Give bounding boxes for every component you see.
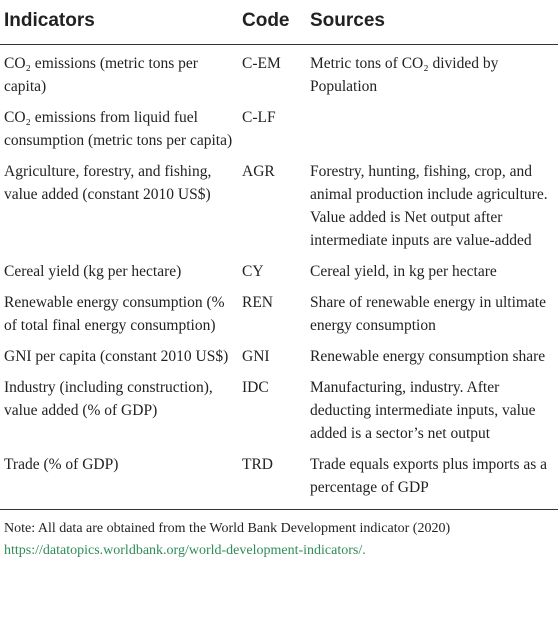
indicator-cell: Renewable energy consumption (% of total… — [4, 294, 225, 334]
source-cell: Share of renewable energy in ultimate en… — [310, 294, 546, 334]
indicator-cell: GNI per capita (constant 2010 US$) — [4, 348, 229, 365]
header-cell: Indicators — [0, 0, 238, 45]
table-row: Trade (% of GDP) TRD Trade equals exports … — [0, 446, 558, 509]
source-cell: Cereal yield, in kg per hectare — [310, 263, 497, 280]
table-row: GNI per capita (constant 2010 US$) GNI Ren… — [0, 338, 558, 369]
code-cell: C-EM — [242, 55, 281, 72]
note-link[interactable]: https://datatopics.worldbank.org/world-d… — [4, 543, 366, 558]
source-cell — [306, 99, 558, 153]
code-cell: IDC — [242, 379, 269, 396]
header-cell: Sources — [306, 0, 558, 45]
table-row: CO₂ emissions (metric tons per capita) C-… — [0, 45, 558, 100]
code-cell: AGR — [242, 163, 275, 180]
table-row: Renewable energy consumption (% of total… — [0, 284, 558, 338]
code-cell: REN — [242, 294, 273, 311]
header-row: Indicators Code Sources — [0, 0, 558, 45]
indicator-cell: Trade (% of GDP) — [4, 456, 119, 473]
indicator-cell: CO₂ emissions from liquid fuel consumpti… — [4, 109, 233, 149]
source-cell: Manufacturing, industry. After deducting… — [310, 379, 536, 442]
indicator-cell: Agriculture, forestry, and fishing, valu… — [4, 163, 212, 203]
source-cell: Renewable energy consumption share — [310, 348, 546, 365]
code-cell: TRD — [242, 456, 273, 473]
indicator-cell: Industry (including construction), value… — [4, 379, 213, 419]
source-cell: Metric tons of CO₂ divided by Population — [310, 55, 499, 95]
indicator-table: Indicators Code Sources CO₂ emissions (m… — [0, 0, 558, 510]
source-cell: Trade equals exports plus imports as a p… — [310, 456, 548, 496]
table-row: Cereal yield (kg per hectare) CY Cereal yi… — [0, 253, 558, 284]
indicator-cell: Cereal yield (kg per hectare) — [4, 263, 182, 280]
code-cell: CY — [242, 263, 264, 280]
header-cell: Code — [238, 0, 306, 45]
note: Note: All data are obtained from the Wor… — [0, 509, 558, 562]
code-cell: C-LF — [242, 109, 276, 126]
source-cell: Forestry, hunting, fishing, crop, and an… — [310, 163, 548, 249]
table-row: CO₂ emissions from liquid fuel consumpti… — [0, 99, 558, 153]
table-row: Industry (including construction), value… — [0, 369, 558, 446]
indicator-cell: CO₂ emissions (metric tons per capita) — [4, 55, 198, 95]
table-row: Agriculture, forestry, and fishing, valu… — [0, 153, 558, 253]
table-body: CO₂ emissions (metric tons per capita) C-… — [0, 45, 558, 510]
code-cell: GNI — [242, 348, 270, 365]
note-text: Note: All data are obtained from the Wor… — [4, 521, 451, 536]
